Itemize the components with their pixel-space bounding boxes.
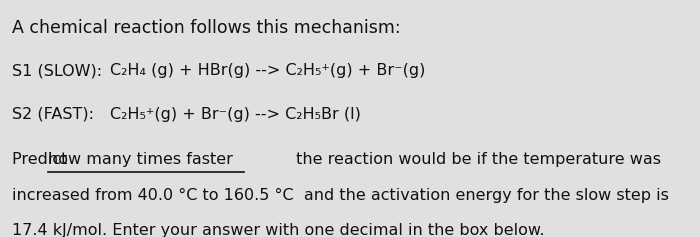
Text: the reaction would be if the temperature was: the reaction would be if the temperature…: [291, 152, 662, 167]
Text: how many times faster: how many times faster: [48, 152, 233, 167]
Text: S1 (SLOW):: S1 (SLOW):: [12, 63, 113, 78]
Text: C₂H₅⁺(g) + Br⁻(g) --> C₂H₅Br (l): C₂H₅⁺(g) + Br⁻(g) --> C₂H₅Br (l): [110, 107, 360, 122]
Text: C₂H₄ (g) + HBr(g) --> C₂H₅⁺(g) + Br⁻(g): C₂H₄ (g) + HBr(g) --> C₂H₅⁺(g) + Br⁻(g): [110, 63, 425, 78]
Text: Predict: Predict: [12, 152, 73, 167]
Text: increased from 40.0 °C to 160.5 °C  and the activation energy for the slow step : increased from 40.0 °C to 160.5 °C and t…: [12, 188, 669, 203]
Text: A chemical reaction follows this mechanism:: A chemical reaction follows this mechani…: [12, 19, 401, 37]
Text: S2 (FAST):: S2 (FAST):: [12, 107, 109, 122]
Text: 17.4 kJ/mol. Enter your answer with one decimal in the box below.: 17.4 kJ/mol. Enter your answer with one …: [12, 223, 545, 237]
